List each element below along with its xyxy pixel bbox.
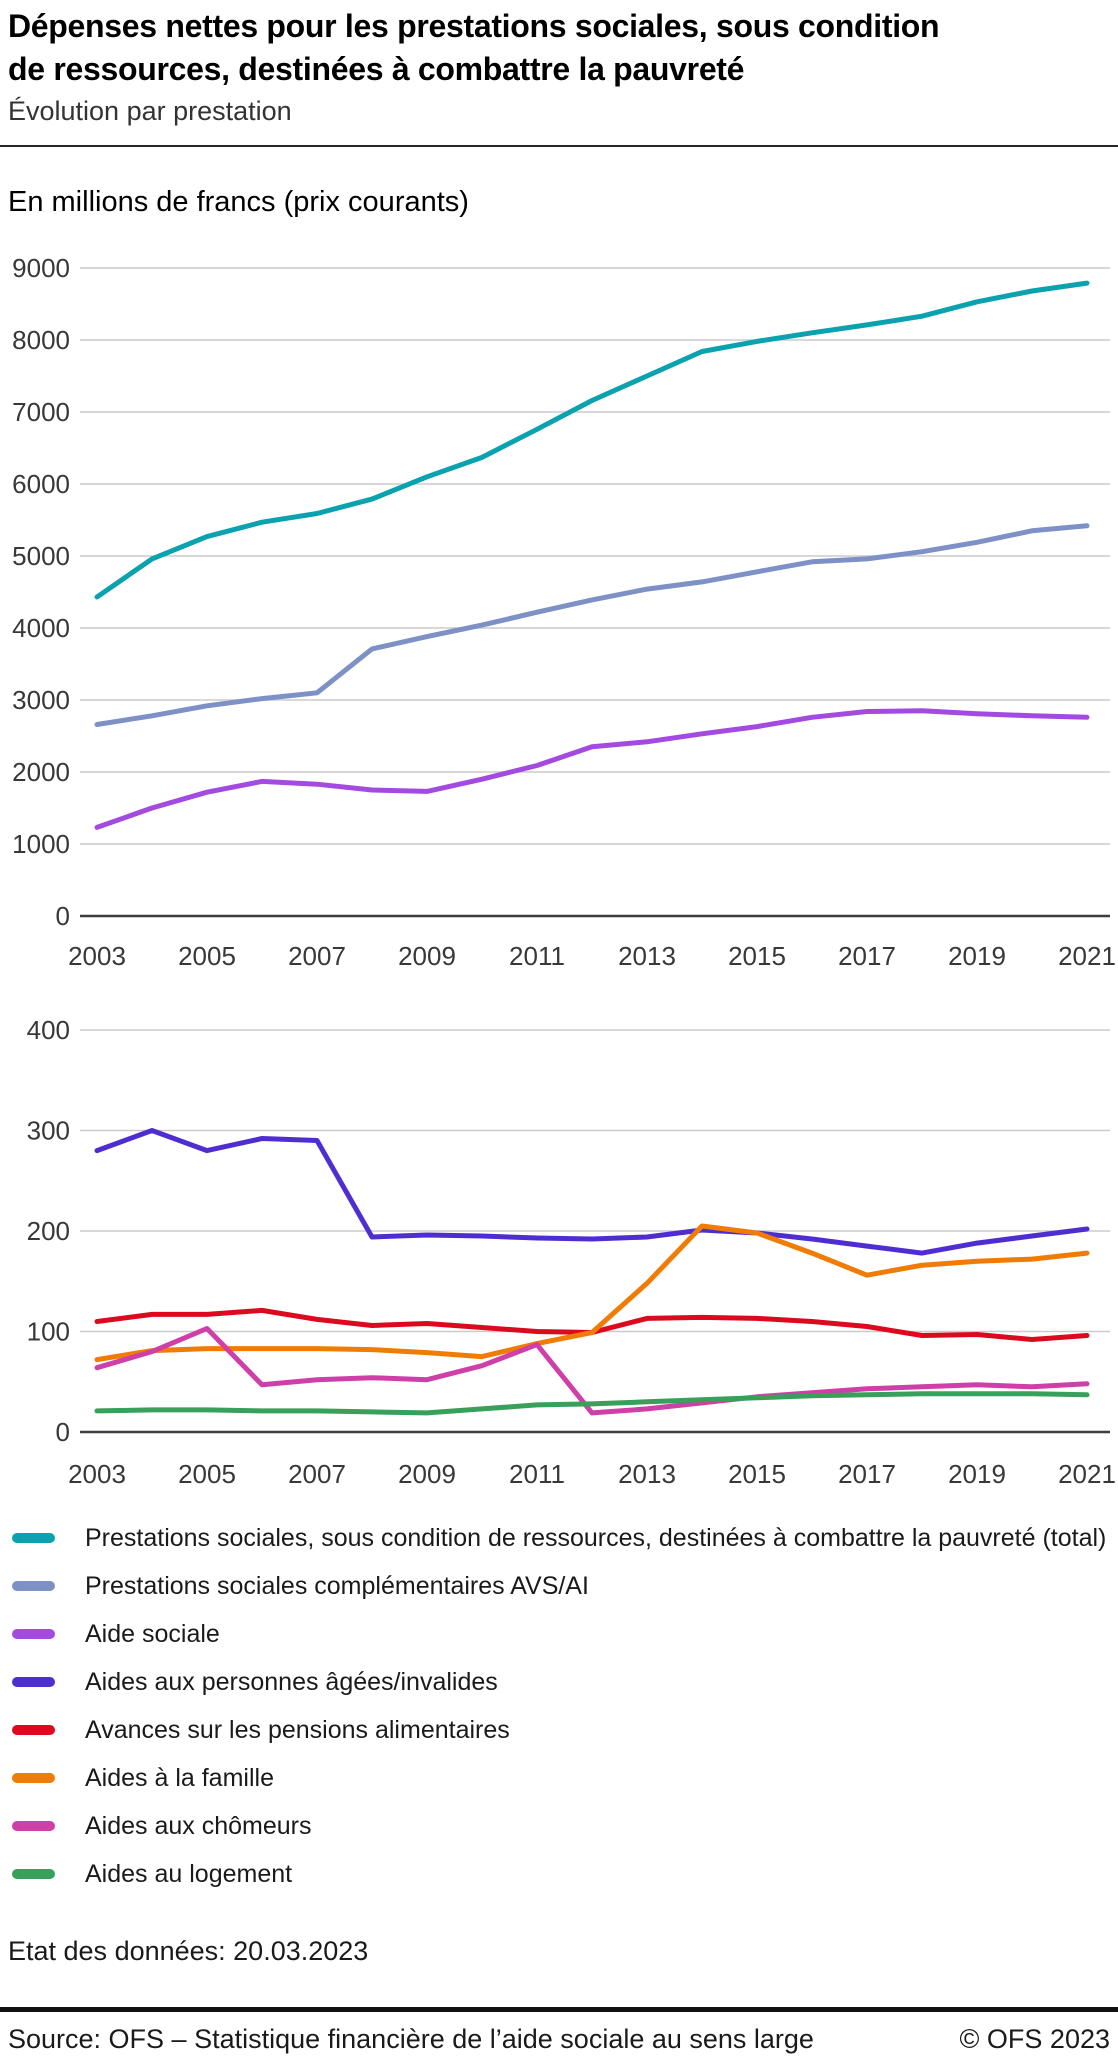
y-tick-label: 6000: [12, 469, 70, 499]
legend-swatch-icon: [12, 1533, 55, 1543]
legend-label: Aide sociale: [85, 1619, 220, 1648]
x-tick-label: 2017: [838, 1459, 896, 1489]
x-tick-label: 2007: [288, 1459, 346, 1489]
legend-swatch-icon: [12, 1773, 55, 1783]
series-line: [94, 523, 1090, 727]
series-line: [94, 1391, 1090, 1416]
x-tick-label: 2013: [618, 1459, 676, 1489]
copyright-label: © OFS 2023: [959, 2024, 1110, 2054]
y-tick-label: 200: [27, 1216, 70, 1246]
y-tick-label: 300: [27, 1116, 70, 1146]
y-tick-label: 9000: [12, 253, 70, 283]
legend-item: Aide sociale: [12, 1610, 1106, 1658]
y-tick-label: 0: [56, 1417, 70, 1447]
x-tick-label: 2011: [509, 941, 565, 971]
units-label: En millions de francs (prix courants): [8, 186, 469, 218]
y-tick-label: 5000: [12, 541, 70, 571]
line-chart-main-series: 0 1000 2000 3000 4000 5000 6000 7000 8000 9000 200…: [12, 253, 1116, 971]
legend-item: Prestations sociales complémentaires AVS…: [12, 1562, 1106, 1610]
legend-swatch-icon: [12, 1725, 55, 1735]
legend-label: Aides à la famille: [85, 1763, 274, 1792]
series-line: [94, 1223, 1090, 1363]
series-line: [94, 1128, 1090, 1256]
x-tick-label: 2017: [838, 941, 896, 971]
y-tick-label: 4000: [12, 613, 70, 643]
x-tick-label: 2019: [948, 941, 1006, 971]
x-tick-label: 2021: [1058, 941, 1116, 971]
chart-legend: Prestations sociales, sous condition de …: [12, 1514, 1106, 1898]
header-divider: [0, 145, 1118, 147]
x-tick-label: 2015: [728, 941, 786, 971]
y-tick-label: 3000: [12, 685, 70, 715]
legend-swatch-icon: [12, 1677, 55, 1687]
legend-swatch-icon: [12, 1869, 55, 1879]
y-tick-label: 1000: [12, 829, 70, 859]
x-tick-label: 2003: [68, 1459, 126, 1489]
y-tick-label: 8000: [12, 325, 70, 355]
y-tick-label: 0: [56, 901, 70, 931]
legend-item: Aides aux personnes âgées/invalides: [12, 1658, 1106, 1706]
x-tick-label: 2005: [178, 1459, 236, 1489]
x-tick-label: 2009: [398, 1459, 456, 1489]
legend-label: Prestations sociales, sous condition de …: [85, 1523, 1107, 1552]
footer: Source: OFS – Statistique financière de …: [8, 2024, 1110, 2055]
data-state-note: Etat des données: 20.03.2023: [8, 1936, 369, 1966]
page-subtitle: Évolution par prestation: [8, 96, 292, 126]
series-line: [94, 1307, 1090, 1342]
legend-item: Aides à la famille: [12, 1754, 1106, 1802]
x-tick-label: 2007: [288, 941, 346, 971]
page-title-line1: Dépenses nettes pour les prestations soc…: [8, 8, 940, 44]
legend-item: Aides aux chômeurs: [12, 1802, 1106, 1850]
series-line: [94, 708, 1090, 830]
legend-label: Aides au logement: [85, 1859, 293, 1888]
legend-swatch-icon: [12, 1629, 55, 1639]
x-tick-label: 2019: [948, 1459, 1006, 1489]
y-tick-label: 100: [27, 1317, 70, 1347]
x-tick-label: 2009: [398, 941, 456, 971]
series-line: [94, 1326, 1090, 1416]
legend-swatch-icon: [12, 1821, 55, 1831]
legend-label: Aides aux chômeurs: [85, 1811, 312, 1840]
x-tick-label: 2015: [728, 1459, 786, 1489]
legend-swatch-icon: [12, 1581, 55, 1591]
x-tick-label: 2003: [68, 941, 126, 971]
legend-item: Avances sur les pensions alimentaires: [12, 1706, 1106, 1754]
y-tick-label: 2000: [12, 757, 70, 787]
x-tick-label: 2005: [178, 941, 236, 971]
source-label: Source: OFS – Statistique financière de …: [8, 2024, 814, 2054]
y-tick-label: 400: [27, 1015, 70, 1045]
y-tick-label: 7000: [12, 397, 70, 427]
footer-divider: [0, 2007, 1118, 2012]
page-title-line2: de ressources, destinées à combattre la …: [8, 51, 745, 87]
legend-item: Aides au logement: [12, 1850, 1106, 1898]
legend-label: Aides aux personnes âgées/invalides: [85, 1667, 498, 1696]
x-tick-label: 2021: [1058, 1459, 1116, 1489]
legend-item: Prestations sociales, sous condition de …: [12, 1514, 1106, 1562]
x-tick-label: 2011: [509, 1459, 565, 1489]
legend-label: Avances sur les pensions alimentaires: [85, 1715, 510, 1744]
series-line: [94, 280, 1090, 600]
legend-label: Prestations sociales complémentaires AVS…: [85, 1571, 589, 1600]
line-chart-small-series: 0 100 200 300 400 2003 2005 2007 2009 2011 2013 201…: [27, 1015, 1116, 1489]
x-tick-label: 2013: [618, 941, 676, 971]
